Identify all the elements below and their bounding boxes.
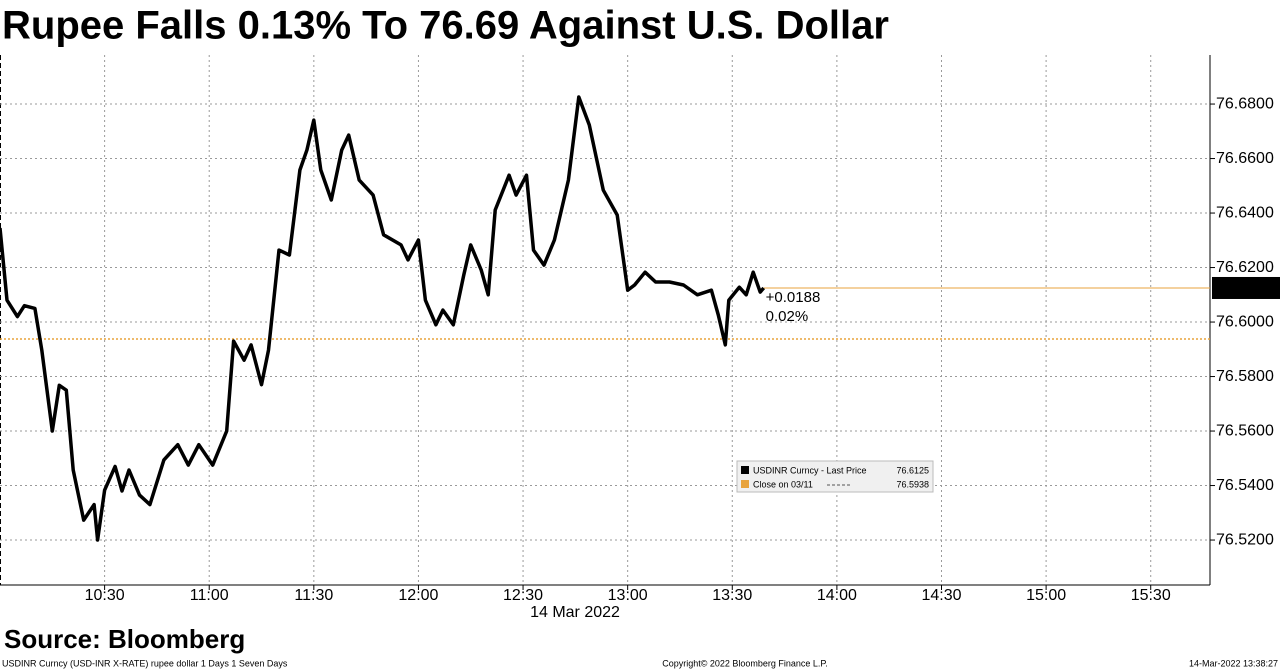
source: Source: Bloomberg bbox=[4, 624, 245, 654]
y-tick-label: 76.6800 bbox=[1216, 95, 1274, 112]
y-tick-label: 76.6600 bbox=[1216, 150, 1274, 167]
legend-value: 76.6125 bbox=[896, 465, 929, 475]
y-tick-label: 76.6200 bbox=[1216, 259, 1274, 276]
y-tick-label: 76.6400 bbox=[1216, 204, 1274, 221]
legend-label: Close on 03/11 bbox=[753, 479, 813, 489]
x-axis-label: 14 Mar 2022 bbox=[530, 604, 620, 621]
footer-left: USDINR Curncy (USD-INR X-RATE) rupee dol… bbox=[2, 658, 288, 668]
legend-label: USDINR Curncy - Last Price bbox=[753, 465, 867, 475]
legend-swatch bbox=[741, 480, 749, 488]
chart-title: Rupee Falls 0.13% To 76.69 Against U.S. … bbox=[2, 4, 889, 48]
y-tick-label: 76.5400 bbox=[1216, 477, 1274, 494]
x-tick-label: 15:00 bbox=[1026, 587, 1066, 604]
x-tick-label: 14:30 bbox=[921, 587, 961, 604]
price-line bbox=[0, 95, 766, 542]
footer-center: Copyright© 2022 Bloomberg Finance L.P. bbox=[662, 658, 828, 668]
y-tick-label: 76.5800 bbox=[1216, 368, 1274, 385]
last-price-tag-label: 76.6125 bbox=[1216, 280, 1274, 297]
legend-swatch bbox=[741, 466, 749, 474]
y-tick-label: 76.5200 bbox=[1216, 531, 1274, 548]
footer-right: 14-Mar-2022 13:38:27 bbox=[1189, 658, 1278, 668]
x-tick-label: 13:30 bbox=[712, 587, 752, 604]
legend-value: 76.5938 bbox=[896, 479, 929, 489]
x-tick-label: 13:00 bbox=[608, 587, 648, 604]
x-tick-label: 15:30 bbox=[1131, 587, 1171, 604]
change-pct-annotation: 0.02% bbox=[766, 308, 809, 325]
x-tick-label: 11:30 bbox=[294, 587, 333, 604]
y-tick-label: 76.5600 bbox=[1216, 422, 1274, 439]
x-tick-label: 14:00 bbox=[817, 587, 857, 604]
x-tick-label: 12:00 bbox=[398, 587, 438, 604]
y-tick-label: 76.6000 bbox=[1216, 313, 1274, 330]
x-tick-label: 10:30 bbox=[85, 587, 125, 604]
last-price-tag bbox=[1212, 276, 1280, 299]
x-tick-label: 11:00 bbox=[190, 587, 229, 604]
legend-box bbox=[736, 460, 934, 493]
x-tick-label: 12:30 bbox=[503, 587, 543, 604]
change-annotation: +0.0188 bbox=[766, 289, 821, 306]
